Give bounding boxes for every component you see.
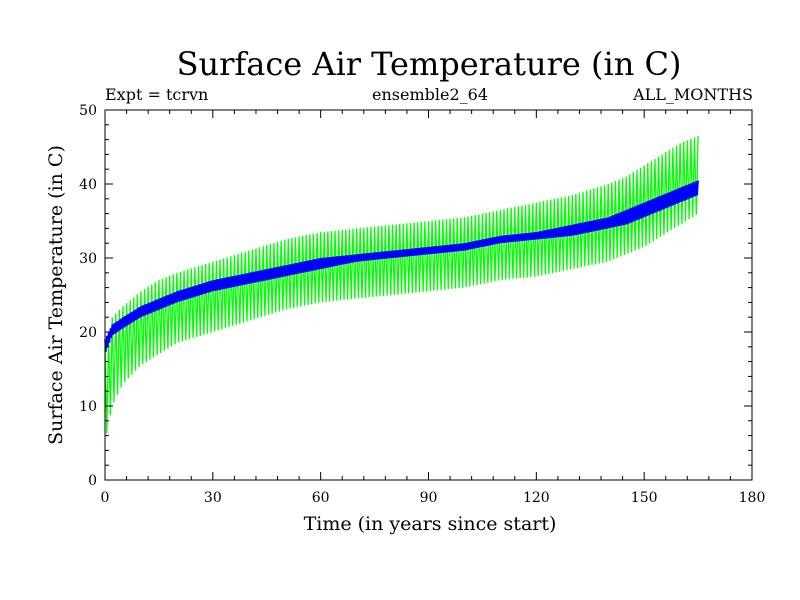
y-tick-label: 50 — [79, 103, 97, 119]
y-axis-label: Surface Air Temperature (in C) — [45, 145, 67, 445]
experiment-label: Expt = tcrvn — [105, 85, 208, 104]
series-monthly — [104, 135, 699, 434]
y-tick-label: 40 — [79, 177, 97, 193]
months-label: ALL_MONTHS — [632, 85, 753, 104]
y-tick-label: 0 — [88, 473, 97, 489]
x-tick-label: 90 — [420, 490, 438, 506]
x-tick-label: 60 — [312, 490, 330, 506]
x-tick-label: 180 — [739, 490, 766, 506]
x-tick-label: 150 — [631, 490, 658, 506]
chart-title: Surface Air Temperature (in C) — [177, 45, 682, 83]
y-tick-label: 30 — [79, 251, 97, 267]
axis-ticks: 0 30 60 90 120 150 180 0 10 20 30 40 50 — [79, 103, 765, 506]
x-axis-label: Time (in years since start) — [304, 513, 557, 535]
x-tick-label: 30 — [204, 490, 222, 506]
x-tick-label: 0 — [101, 490, 110, 506]
y-tick-label: 20 — [79, 325, 97, 341]
ensemble-label: ensemble2_64 — [372, 85, 488, 104]
y-tick-label: 10 — [79, 399, 97, 415]
series-annual — [104, 180, 699, 352]
x-tick-label: 120 — [523, 490, 550, 506]
plot-area — [104, 135, 699, 434]
